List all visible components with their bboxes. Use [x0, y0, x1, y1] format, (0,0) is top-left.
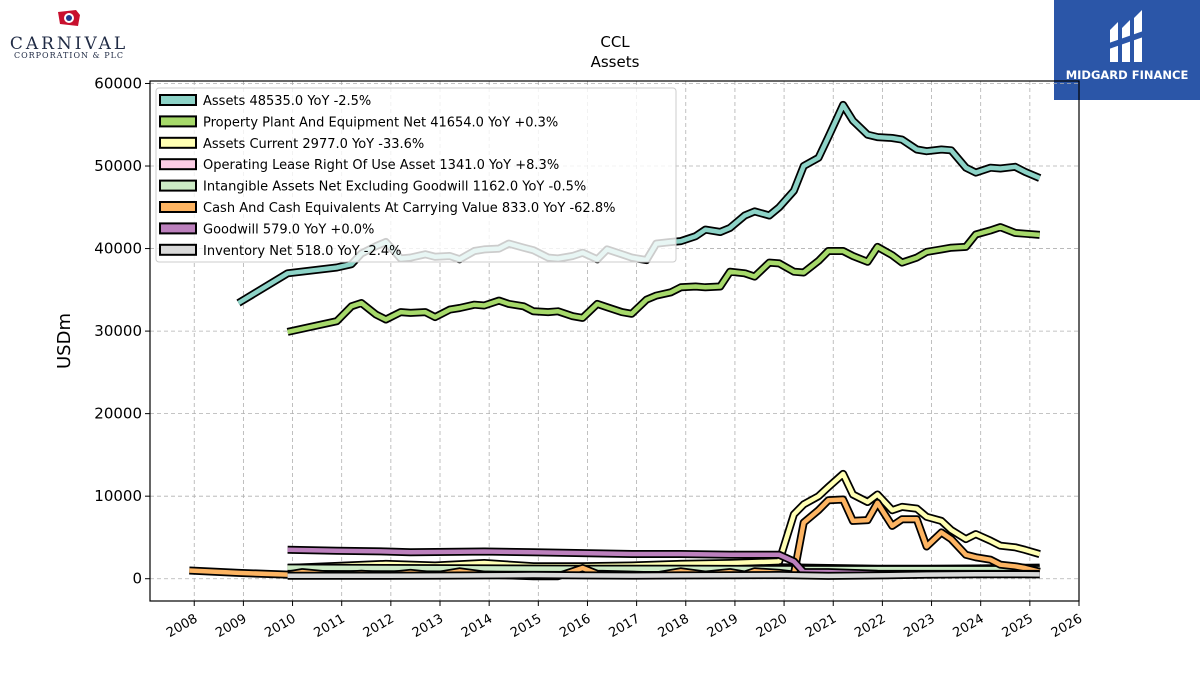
series-line-1	[287, 224, 1040, 335]
x-tick-label: 2018	[656, 611, 692, 641]
legend-label: Inventory Net 518.0 YoY -2.4%	[203, 244, 402, 259]
x-tick-label: 2010	[262, 611, 298, 641]
y-tick-label: 40000	[94, 240, 142, 258]
legend-label: Goodwill 579.0 YoY +0.0%	[203, 222, 374, 237]
legend-swatch	[159, 94, 197, 106]
legend-swatch	[159, 201, 197, 213]
legend-swatch	[159, 222, 197, 235]
x-tick-label: 2014	[459, 611, 495, 641]
x-tick-label: 2021	[803, 611, 839, 641]
legend-swatch	[159, 243, 197, 256]
midgard-finance-logo: MIDGARD FINANCE	[1054, 0, 1200, 100]
legend-label: Property Plant And Equipment Net 41654.0…	[203, 115, 558, 130]
y-tick-label: 20000	[94, 405, 142, 423]
x-tick-label: 2022	[852, 611, 888, 641]
legend-label: Assets Current 2977.0 YoY -33.6%	[203, 137, 424, 152]
legend-label: Operating Lease Right Of Use Asset 1341.…	[203, 158, 559, 173]
legend: Assets 48535.0 YoY -2.5% Property Plant A…	[155, 87, 677, 263]
midgard-brand-name: MIDGARD FINANCE	[1065, 68, 1189, 82]
x-tick-label: 2019	[705, 611, 741, 641]
chart-title: CCL	[600, 33, 630, 51]
chart-subtitle: Assets	[591, 53, 640, 71]
x-tick-label: 2023	[901, 611, 937, 641]
x-tick-label: 2013	[410, 611, 446, 641]
x-tick-label: 2012	[361, 611, 397, 641]
midgard-mark-icon	[1106, 10, 1146, 62]
y-axis-label: USDm	[54, 313, 75, 369]
legend-label: Assets 48535.0 YoY -2.5%	[203, 94, 371, 109]
y-tick-label: 50000	[94, 157, 142, 175]
legend-label: Intangible Assets Net Excluding Goodwill…	[203, 180, 586, 195]
carnival-brand-name: CARNIVAL	[9, 34, 129, 54]
series-line-7	[287, 571, 1040, 579]
legend-swatch	[159, 158, 197, 171]
x-tick-label: 2024	[951, 611, 987, 641]
y-tick-label: 0	[132, 570, 142, 588]
series-lines	[189, 100, 1042, 581]
x-tick-label: 2017	[606, 611, 642, 641]
x-tick-label: 2025	[1000, 611, 1036, 641]
x-tick-label: 2011	[312, 611, 348, 641]
legend-box	[155, 87, 677, 263]
plot-frame	[149, 80, 1080, 602]
y-tick-label: 30000	[94, 322, 142, 340]
x-tick-label: 2009	[213, 611, 249, 641]
x-tick-label: 2016	[557, 611, 593, 641]
series-line-4	[287, 565, 1040, 572]
legend-swatch	[159, 115, 197, 128]
y-tick-label: 60000	[94, 74, 142, 92]
funnel-flag-icon	[58, 10, 80, 26]
carnival-brand-subtitle: CORPORATION & PLC	[13, 51, 125, 60]
x-tick-label: 2026	[1049, 611, 1085, 641]
legend-label: Cash And Cash Equivalents At Carrying Va…	[203, 201, 615, 216]
legend-swatch	[159, 136, 197, 149]
y-tick-label: 10000	[94, 487, 142, 505]
x-tick-label: 2015	[508, 611, 544, 641]
legend-swatch	[159, 179, 197, 192]
carnival-logo: CARNIVAL CORPORATION & PLC	[4, 6, 134, 60]
x-tick-label: 2008	[164, 611, 200, 641]
x-tick-label: 2020	[754, 611, 790, 641]
